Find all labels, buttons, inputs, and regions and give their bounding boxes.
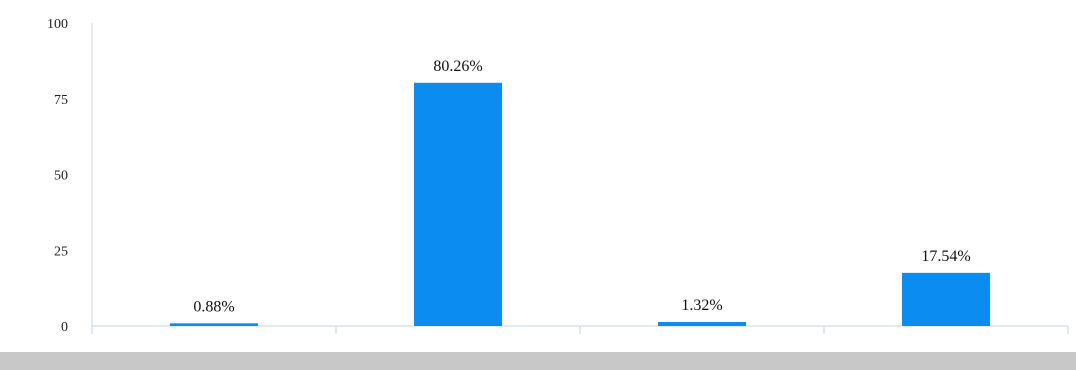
data-label: 80.26% xyxy=(433,58,482,75)
bottom-band xyxy=(0,352,1076,370)
bar xyxy=(658,322,746,326)
bars xyxy=(170,82,990,327)
data-labels: 0.88% 80.26% 1.32% 17.54% xyxy=(193,58,970,316)
data-label: 0.88% xyxy=(193,298,234,315)
y-tick-label: 0 xyxy=(61,320,68,335)
x-axis xyxy=(91,325,1069,334)
bar xyxy=(902,272,990,326)
y-axis: 0 25 50 75 100 xyxy=(47,17,93,335)
y-tick-label: 25 xyxy=(54,244,68,259)
y-tick-label: 100 xyxy=(47,17,68,32)
bar xyxy=(170,323,258,326)
y-tick-label: 50 xyxy=(54,169,68,184)
y-tick-label: 75 xyxy=(54,93,68,108)
data-label: 1.32% xyxy=(681,297,722,314)
bar xyxy=(414,82,502,327)
data-label: 17.54% xyxy=(921,248,970,265)
